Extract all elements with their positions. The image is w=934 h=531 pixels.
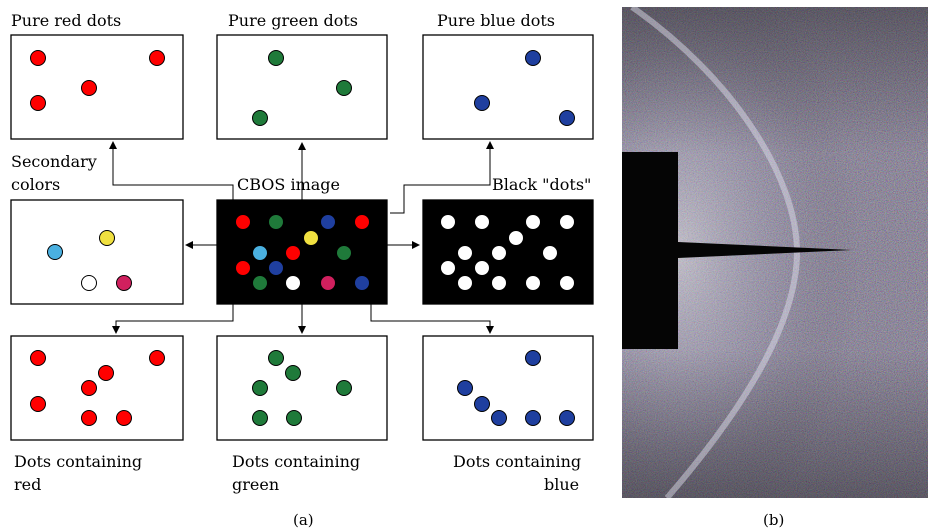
label-contain-green-line1: Dots containing (232, 452, 361, 471)
dot (268, 260, 284, 276)
dot (474, 396, 490, 412)
dot (508, 230, 524, 246)
dot (116, 275, 132, 291)
schlieren-photo (622, 7, 928, 498)
dot (457, 380, 473, 396)
dot (268, 50, 284, 66)
dot (116, 410, 132, 426)
caption-a: (a) (293, 511, 314, 529)
connector-arrows (109, 141, 494, 334)
label-contain-green-line2: green (232, 475, 280, 494)
dot (336, 380, 352, 396)
dot (98, 365, 114, 381)
panel-contain-green (216, 335, 388, 441)
label-black-dots: Black "dots" (492, 175, 592, 194)
dot (457, 275, 473, 291)
panel-pure-red (10, 34, 184, 140)
dot (457, 245, 473, 261)
dot (559, 275, 575, 291)
dot (525, 50, 541, 66)
panel-pure-green (216, 34, 388, 140)
dot (286, 410, 302, 426)
dot (81, 380, 97, 396)
dot (559, 410, 575, 426)
dot (491, 275, 507, 291)
panel-contain-blue (422, 335, 594, 441)
dot (354, 214, 370, 230)
dot (235, 214, 251, 230)
arrow-to-contain-red (112, 304, 234, 334)
label-secondary-line2: colors (11, 175, 61, 194)
panel-contain-red (10, 335, 184, 441)
dot (474, 260, 490, 276)
panel-pure-blue (422, 34, 594, 140)
dot (525, 214, 541, 230)
dot (474, 95, 490, 111)
dot (30, 350, 46, 366)
dot (268, 214, 284, 230)
dot (30, 95, 46, 111)
label-contain-red-line2: red (14, 475, 42, 494)
panel-secondary (10, 199, 184, 305)
arrow-to-contain-blue (370, 304, 494, 334)
dot (47, 244, 63, 260)
dot (81, 410, 97, 426)
dot (559, 110, 575, 126)
dot (285, 245, 301, 261)
dot (285, 275, 301, 291)
dot (99, 230, 115, 246)
dot (252, 275, 268, 291)
label-contain-red-line1: Dots containing (14, 452, 143, 471)
dot (81, 275, 97, 291)
arrow-to-pure-red (109, 141, 234, 200)
label-cbos: CBOS image (237, 175, 340, 194)
label-contain-blue-line2: blue (544, 475, 580, 494)
dot (474, 214, 490, 230)
dot (252, 380, 268, 396)
label-secondary-line1: Secondary (11, 152, 97, 171)
label-pure-blue: Pure blue dots (437, 11, 556, 30)
label-contain-blue-line1: Dots containing (453, 452, 582, 471)
dot (440, 214, 456, 230)
dot (336, 245, 352, 261)
dot (285, 365, 301, 381)
panel-black-dots (422, 199, 594, 305)
dot (252, 245, 268, 261)
dot (525, 350, 541, 366)
dot (525, 410, 541, 426)
dot (440, 260, 456, 276)
dot (491, 410, 507, 426)
dot (235, 260, 251, 276)
dot (81, 80, 97, 96)
dot (491, 245, 507, 261)
dot (268, 350, 284, 366)
dot (525, 275, 541, 291)
dot (30, 396, 46, 412)
dot (320, 214, 336, 230)
dot (149, 350, 165, 366)
dot (336, 80, 352, 96)
dot (149, 50, 165, 66)
dot (303, 230, 319, 246)
dot (252, 110, 268, 126)
dot (542, 245, 558, 261)
dot (30, 50, 46, 66)
model-body (622, 152, 852, 349)
dot (559, 214, 575, 230)
arrow-to-pure-blue (390, 141, 494, 214)
dot (252, 410, 268, 426)
dot (354, 275, 370, 291)
label-pure-red: Pure red dots (11, 11, 122, 30)
dot (320, 275, 336, 291)
caption-b: (b) (763, 511, 785, 529)
panel-cbos (216, 199, 388, 305)
label-pure-green: Pure green dots (228, 11, 359, 30)
